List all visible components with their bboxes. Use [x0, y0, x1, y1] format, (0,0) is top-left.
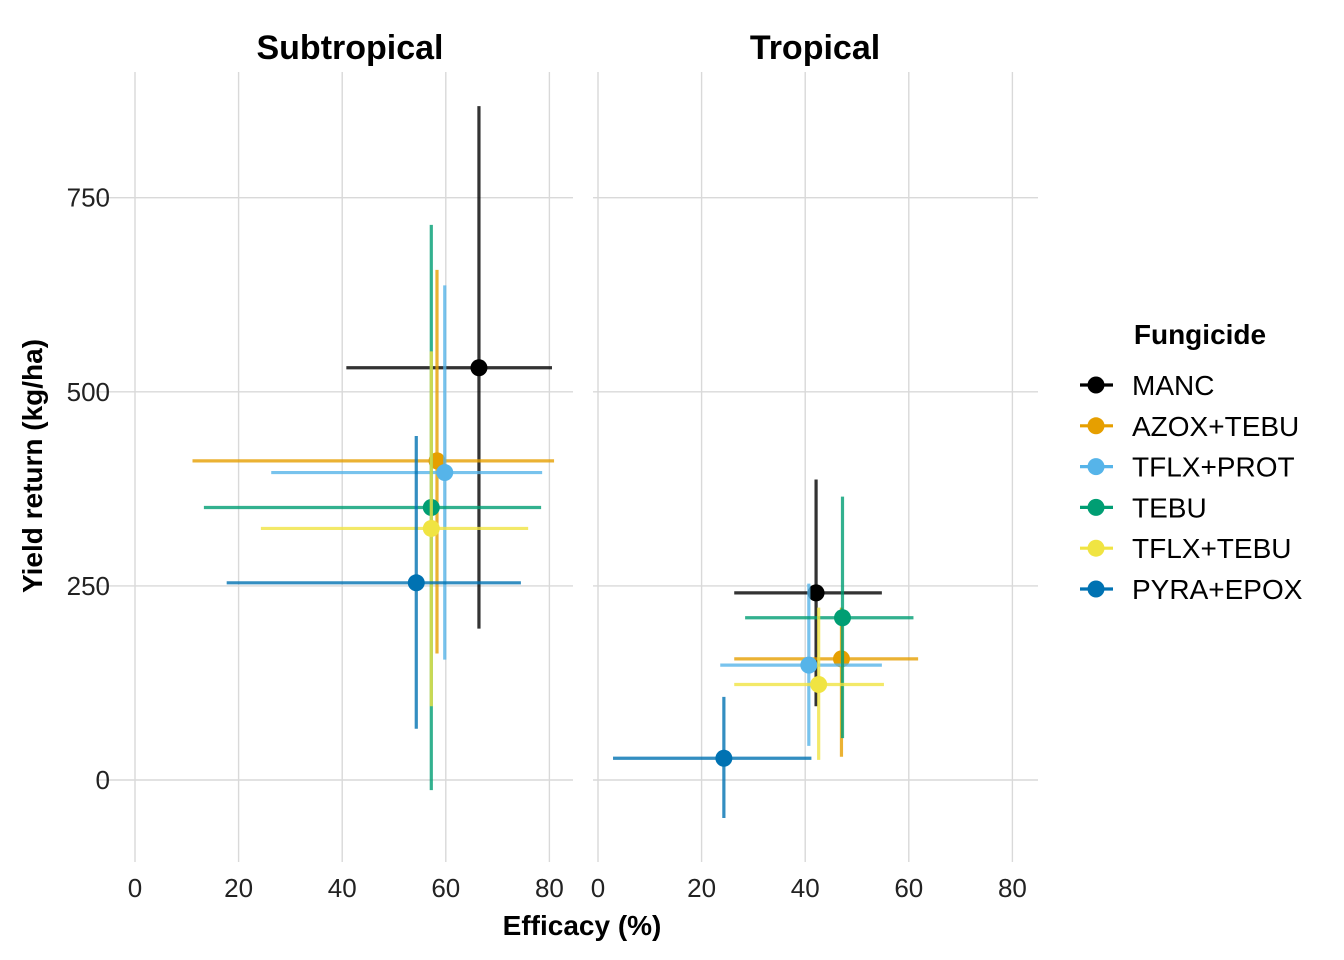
legend-key-point-tflx-prot [1087, 458, 1105, 476]
x-tick-label: 0 [128, 873, 142, 903]
x-tick-label: 40 [791, 873, 820, 903]
legend-key-point-pyra-epox [1087, 580, 1105, 598]
y-axis-title: Yield return (kg/ha) [17, 339, 48, 593]
panel-title-tropical: Tropical [750, 29, 880, 67]
x-tick-label: 80 [998, 873, 1027, 903]
x-tick-label: 20 [687, 873, 716, 903]
point-tflx-tebu [810, 676, 828, 694]
y-tick-label: 250 [67, 571, 110, 601]
point-tebu [833, 609, 851, 627]
legend-label-pyra-epox: PYRA+EPOX [1132, 574, 1303, 605]
y-tick-label: 0 [96, 765, 110, 795]
x-tick-label: 40 [328, 873, 357, 903]
legend-key-point-azox-tebu [1087, 417, 1105, 435]
point-tflx-prot [800, 656, 818, 674]
x-axis-title: Efficacy (%) [503, 910, 662, 941]
legend-label-tflx-prot: TFLX+PROT [1132, 452, 1295, 483]
x-tick-label: 60 [894, 873, 923, 903]
y-tick-label: 750 [67, 183, 110, 213]
point-pyra-epox [407, 574, 425, 592]
legend-label-tflx-tebu: TFLX+TEBU [1132, 533, 1291, 564]
point-tflx-prot [436, 464, 454, 482]
legend-key-point-manc [1087, 376, 1105, 394]
x-tick-label: 80 [535, 873, 564, 903]
x-tick-label: 0 [591, 873, 605, 903]
x-tick-label: 20 [224, 873, 253, 903]
x-tick-label: 60 [431, 873, 460, 903]
legend-label-manc: MANC [1132, 370, 1214, 401]
y-tick-label: 500 [67, 377, 110, 407]
legend-key-point-tflx-tebu [1087, 539, 1105, 557]
legend-title: Fungicide [1134, 319, 1266, 350]
point-tflx-tebu [422, 519, 440, 537]
point-manc [470, 359, 488, 377]
panel-title-subtropical: Subtropical [256, 29, 443, 67]
point-manc [807, 584, 825, 602]
legend-label-tebu: TEBU [1132, 492, 1207, 523]
legend-label-azox-tebu: AZOX+TEBU [1132, 411, 1299, 442]
point-pyra-epox [715, 749, 733, 767]
legend-key-point-tebu [1087, 498, 1105, 516]
